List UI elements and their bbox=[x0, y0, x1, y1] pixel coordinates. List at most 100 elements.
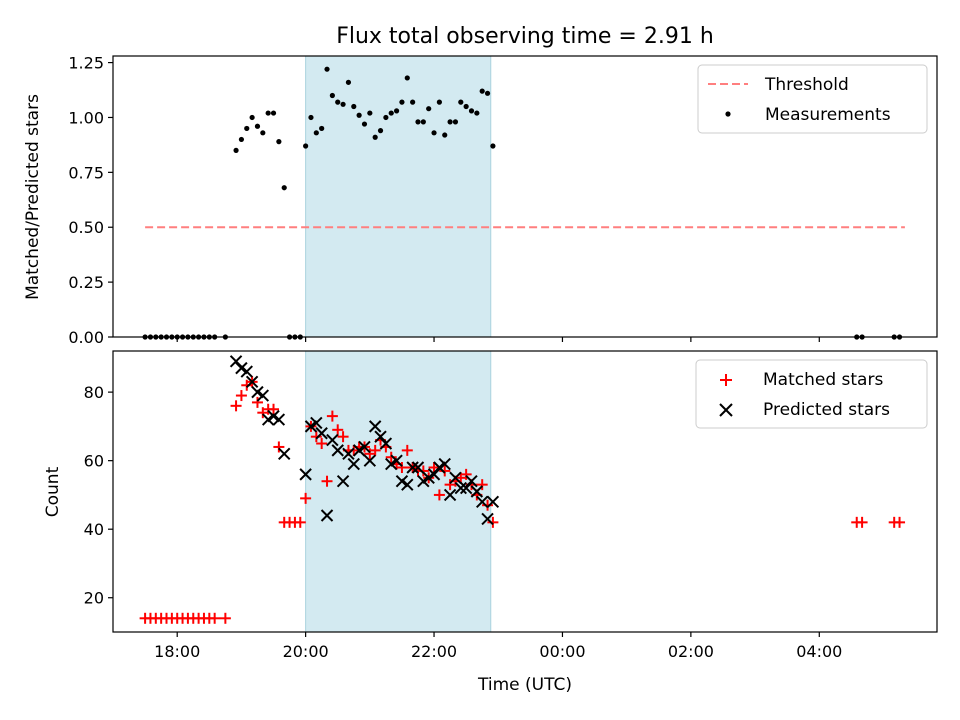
matched-star-point bbox=[369, 444, 381, 456]
bottom-y-tick-label: 40 bbox=[84, 520, 104, 539]
matched-star-point bbox=[235, 390, 247, 402]
measurement-point bbox=[490, 143, 496, 149]
predicted-star-point bbox=[486, 495, 500, 508]
predicted-star-point bbox=[336, 475, 350, 488]
measurement-point bbox=[447, 119, 453, 125]
predicted-star-point bbox=[385, 457, 398, 471]
measurement-point bbox=[351, 103, 357, 110]
bottom-x-tick-label: 00:00 bbox=[539, 642, 585, 661]
top-legend: Threshold Measurements bbox=[697, 64, 928, 134]
legend-predicted-label: Predicted stars bbox=[763, 400, 890, 420]
bottom-highlight-span bbox=[305, 350, 492, 633]
predicted-star-point bbox=[475, 495, 489, 508]
predicted-star-point bbox=[465, 475, 478, 488]
predicted-star-point bbox=[449, 471, 462, 484]
predicted-star-point bbox=[406, 461, 419, 474]
top-y-axis-label: Matched/Predicted stars bbox=[23, 94, 43, 300]
matched-star-point bbox=[460, 468, 472, 480]
predicted-star-point bbox=[411, 461, 425, 474]
predicted-star-point bbox=[454, 481, 467, 495]
matched-star-point bbox=[482, 499, 494, 511]
measurement-point bbox=[458, 99, 464, 105]
matched-star-point bbox=[251, 396, 263, 408]
predicted-star-point bbox=[245, 375, 259, 389]
legend-threshold-label: Threshold bbox=[764, 75, 849, 95]
measurement-point bbox=[361, 121, 368, 127]
predicted-star-point bbox=[331, 444, 344, 457]
legend-predicted-swatch bbox=[719, 403, 733, 417]
measurement-point bbox=[431, 130, 437, 136]
measurement-point bbox=[319, 125, 325, 132]
measurement-point bbox=[281, 185, 287, 191]
matched-star-point bbox=[332, 424, 344, 436]
measurement-point bbox=[233, 147, 239, 153]
legend-measurements-label: Measurements bbox=[765, 105, 891, 125]
predicted-star-point bbox=[251, 385, 264, 399]
bottom-y-tick-label: 60 bbox=[84, 452, 104, 471]
predicted-star-point bbox=[374, 430, 387, 443]
predicted-star-point bbox=[395, 475, 409, 488]
predicted-star-point bbox=[272, 413, 286, 426]
matched-star-point bbox=[476, 479, 488, 491]
measurement-point bbox=[452, 119, 459, 125]
measurement-point bbox=[463, 103, 469, 110]
matched-star-point bbox=[385, 451, 397, 463]
matched-star-point bbox=[316, 438, 328, 450]
measurement-point bbox=[249, 114, 255, 121]
bottom-y-ticks: 20 40 60 80 bbox=[84, 383, 113, 608]
measurement-point bbox=[254, 123, 261, 129]
top-y-tick-label: 0.25 bbox=[68, 273, 104, 292]
bottom-x-tick-label: 20:00 bbox=[283, 642, 329, 661]
predicted-star-point bbox=[320, 509, 334, 522]
matched-star-point bbox=[209, 612, 221, 624]
predicted-star-point bbox=[438, 457, 451, 471]
chart-title: Flux total observing time = 2.91 h bbox=[336, 24, 714, 49]
measurement-point bbox=[383, 114, 389, 121]
bottom-legend: Matched stars Predicted stars bbox=[695, 359, 928, 429]
measurement-point bbox=[388, 110, 394, 116]
predicted-star-point bbox=[261, 413, 275, 426]
measurement-point bbox=[345, 79, 352, 85]
measurement-point bbox=[335, 99, 341, 105]
predicted-star-point bbox=[267, 409, 280, 423]
predicted-star-point bbox=[304, 420, 318, 433]
predicted-star-point bbox=[347, 457, 360, 471]
bottom-y-tick-label: 20 bbox=[84, 589, 104, 608]
predicted-star-point bbox=[379, 437, 393, 450]
measurement-point bbox=[484, 90, 491, 96]
top-y-tick-label: 0.00 bbox=[68, 328, 104, 347]
predicted-star-point bbox=[256, 389, 270, 402]
predicted-star-point bbox=[229, 355, 243, 368]
matched-star-point bbox=[417, 465, 429, 477]
matched-star-point bbox=[428, 462, 440, 474]
matched-star-point bbox=[219, 612, 231, 624]
legend-measurements-swatch bbox=[725, 111, 731, 117]
measurement-point bbox=[415, 119, 421, 125]
top-y-tick-label: 1.00 bbox=[68, 108, 104, 127]
top-legend-box bbox=[697, 64, 928, 134]
measurement-point bbox=[260, 130, 266, 136]
matched-star-point bbox=[310, 431, 322, 443]
measurement-point bbox=[420, 119, 426, 125]
predicted-star-point bbox=[459, 481, 473, 495]
top-axes-frame bbox=[112, 55, 938, 338]
measurement-point bbox=[404, 75, 410, 81]
measurement-point bbox=[393, 108, 400, 114]
measurement-point bbox=[372, 134, 378, 140]
matched-star-point bbox=[894, 516, 906, 528]
matched-star-point bbox=[294, 516, 306, 528]
predicted-star-point bbox=[433, 461, 446, 474]
matched-stars-series bbox=[139, 376, 906, 624]
matched-star-point bbox=[433, 489, 445, 501]
legend-matched-label: Matched stars bbox=[763, 370, 883, 390]
bottom-axes-frame bbox=[112, 350, 938, 633]
predicted-star-point bbox=[481, 512, 494, 526]
measurement-point bbox=[377, 128, 384, 134]
top-y-tick-label: 0.75 bbox=[68, 163, 104, 182]
measurement-point bbox=[356, 112, 362, 118]
measurement-point bbox=[399, 99, 405, 105]
top-x-tick-marks bbox=[176, 337, 820, 342]
predicted-star-point bbox=[240, 365, 253, 378]
